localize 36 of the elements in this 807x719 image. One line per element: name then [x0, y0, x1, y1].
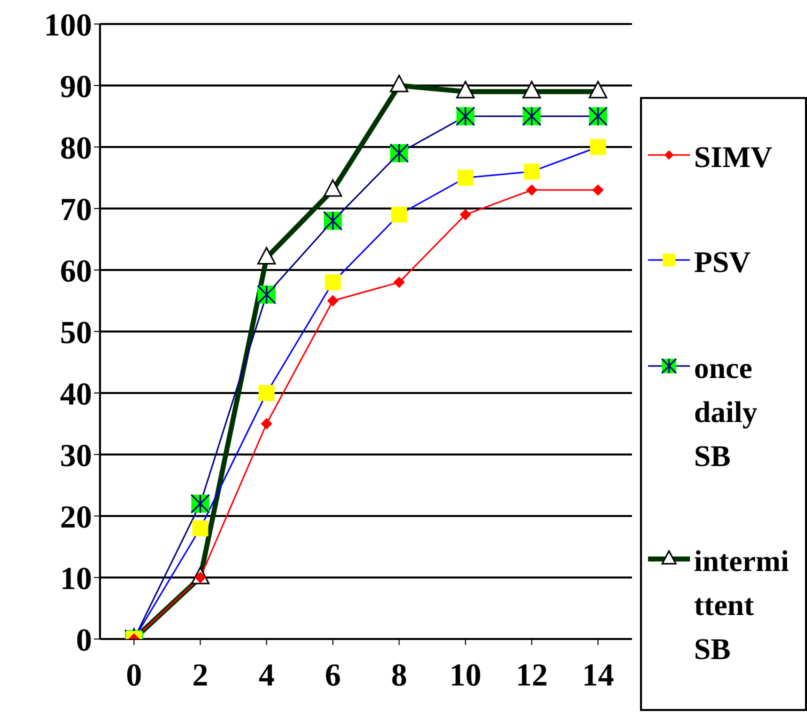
x-tick-label: 12 [516, 656, 548, 693]
legend-label: once daily SB [694, 350, 758, 475]
point [391, 206, 408, 223]
y-tick-label: 90 [60, 68, 92, 104]
y-tick-label: 60 [60, 252, 92, 288]
y-tick-label: 30 [60, 436, 92, 473]
y-tick-label: 70 [60, 190, 92, 227]
x-tick-label: 0 [126, 656, 142, 693]
point [590, 139, 606, 155]
x-tick-label: 8 [391, 656, 408, 693]
point [460, 209, 471, 220]
legend-label: intermittent SB [694, 544, 790, 668]
y-tick-label: 0 [76, 621, 92, 658]
point [261, 418, 272, 430]
x-tick-label: 14 [582, 656, 614, 693]
x-tick-label: 2 [192, 656, 208, 693]
x-tick-label: 6 [324, 656, 341, 693]
legend-label: SIMV [694, 140, 774, 176]
x-tick-label: 10 [449, 656, 482, 693]
y-tick-label: 50 [60, 314, 92, 350]
y-tick-label: 10 [60, 560, 92, 596]
point [526, 184, 538, 196]
point [327, 295, 338, 306]
point [394, 276, 405, 288]
point [592, 184, 604, 196]
x-tick-label: 4 [258, 656, 275, 693]
y-tick-label: 40 [60, 375, 92, 412]
point [524, 164, 540, 180]
y-tick-label: 20 [60, 498, 92, 534]
point [258, 385, 275, 401]
point [457, 170, 474, 186]
y-tick-label: 80 [60, 129, 92, 166]
legend-label: PSV [694, 245, 752, 282]
y-tick-label: 100 [44, 6, 92, 42]
point [192, 520, 208, 536]
point [324, 274, 341, 290]
